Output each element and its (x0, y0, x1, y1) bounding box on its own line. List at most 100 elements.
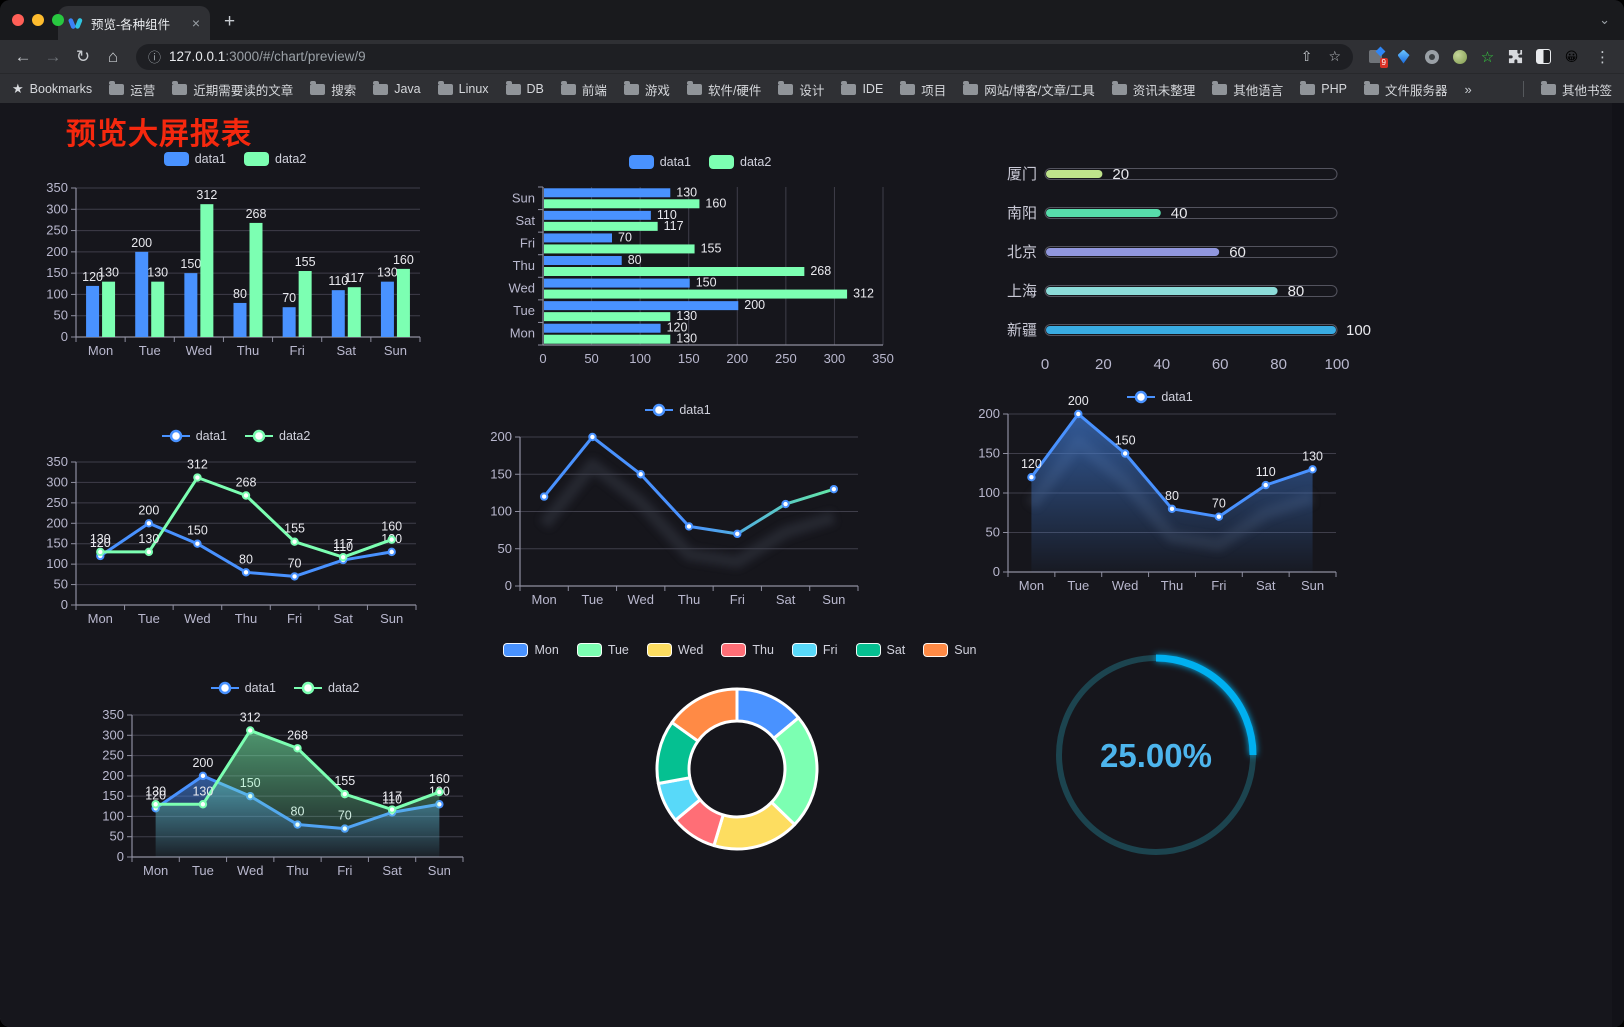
blue-area-chart: data1 0 50 100 150 200 Mon Tue Wed Thu Fri Sat Sun 12… (965, 386, 1355, 608)
active-tab[interactable]: 预览-各种组件 × (58, 6, 210, 40)
svg-text:100: 100 (102, 808, 124, 823)
url-host: 127.0.0.1 (169, 49, 226, 64)
bookmark-folder-item[interactable]: PHP (1300, 80, 1347, 99)
extension-grid-icon[interactable]: 9 (1367, 48, 1388, 68)
svg-text:Sat: Sat (776, 592, 796, 607)
bookmark-label: 前端 (581, 83, 607, 98)
other-bookmarks-folder[interactable]: 其他书签 (1540, 80, 1612, 99)
scrollbar-track[interactable] (1612, 103, 1624, 1027)
bookmark-folder-item[interactable]: 文件服务器 (1363, 80, 1447, 99)
legend-item[interactable]: Thu (721, 643, 774, 657)
svg-text:Wed: Wed (237, 863, 264, 878)
url-text[interactable]: 127.0.0.1:3000/#/chart/preview/9 (169, 49, 1285, 64)
legend-item[interactable]: Tue (576, 643, 629, 657)
svg-text:Sun: Sun (512, 190, 535, 205)
legend-item[interactable]: data1 (163, 152, 226, 166)
back-button[interactable]: ← (14, 46, 32, 66)
svg-text:Tue: Tue (139, 343, 161, 358)
svg-text:100: 100 (1324, 356, 1349, 373)
svg-text:0: 0 (61, 597, 68, 612)
extension-green-star-icon[interactable]: ☆ (1480, 48, 1495, 66)
bookmark-folder-item[interactable]: 软件/硬件 (686, 80, 761, 99)
bookmark-folder-item[interactable]: 搜索 (310, 80, 356, 99)
bookmark-folder-item[interactable]: 项目 (900, 80, 946, 99)
svg-text:200: 200 (1068, 394, 1089, 408)
bookmark-folder-item[interactable]: 前端 (560, 80, 607, 99)
legend-item[interactable]: Fri (791, 643, 838, 657)
svg-text:70: 70 (282, 291, 296, 305)
svg-text:120: 120 (82, 270, 103, 284)
home-button[interactable]: ⌂ (107, 46, 119, 66)
bookmark-folder-item[interactable]: 网站/博客/文章/工具 (963, 80, 1095, 99)
extension-dark-mode-icon[interactable] (1535, 48, 1552, 65)
extensions-puzzle-icon[interactable] (1507, 48, 1524, 65)
close-window-button[interactable] (12, 14, 24, 26)
extension-green-circle-icon[interactable] (1451, 48, 1468, 65)
svg-text:Sun: Sun (822, 592, 845, 607)
bookmark-folder-item[interactable]: 其他语言 (1212, 80, 1283, 99)
svg-text:312: 312 (196, 188, 217, 202)
legend-item[interactable]: data2 (245, 429, 310, 443)
svg-text:Fri: Fri (730, 592, 745, 607)
bookmark-folder-item[interactable]: IDE (841, 80, 883, 99)
legend-item[interactable]: data1 (1127, 390, 1193, 404)
bookmark-folder-item[interactable]: Linux (437, 80, 489, 99)
svg-text:Sat: Sat (515, 213, 535, 228)
minimize-window-button[interactable] (32, 14, 44, 26)
extension-gray-circle-icon[interactable] (1423, 48, 1440, 65)
svg-text:155: 155 (284, 522, 305, 536)
legend-item[interactable]: data1 (645, 403, 711, 417)
legend-item[interactable]: data1 (161, 429, 227, 443)
legend-item[interactable]: data1 (628, 155, 691, 169)
share-icon[interactable]: ⇧ (1300, 48, 1313, 64)
browser-menu-icon[interactable]: ⋮ (1595, 48, 1610, 66)
folder-icon (623, 80, 639, 95)
legend-label: Wed (677, 643, 704, 657)
legend-item[interactable]: Sat (855, 643, 905, 657)
svg-text:300: 300 (824, 351, 846, 366)
tab-search-chevron-icon[interactable]: ⌄ (1599, 12, 1610, 27)
bookmark-folder-item[interactable]: Java (373, 80, 421, 99)
extension-kite-icon[interactable] (1395, 48, 1412, 65)
svg-text:Sun: Sun (380, 611, 403, 626)
svg-text:50: 50 (986, 525, 1000, 540)
grouped-bar-plot: 0 50 100 150 200 250 300 350 Mon Tue Wed Thu Fri Sat S… (46, 180, 421, 358)
new-tab-button[interactable]: + (224, 11, 236, 32)
bookmark-folder-item[interactable]: DB (505, 80, 544, 99)
svg-text:Tue: Tue (513, 303, 535, 318)
forward-button[interactable]: → (44, 46, 62, 66)
chart-legend: data1 data2 (40, 425, 432, 447)
legend-item[interactable]: data2 (294, 681, 359, 695)
legend-item[interactable]: data2 (244, 152, 306, 166)
tab-close-icon[interactable]: × (191, 15, 200, 31)
bookmark-folder-item[interactable]: 游戏 (623, 80, 670, 99)
svg-text:120: 120 (667, 321, 688, 335)
svg-text:Sat: Sat (1256, 578, 1276, 593)
bookmark-star-icon[interactable]: ☆ (1328, 48, 1341, 64)
address-bar[interactable]: ⓘ 127.0.0.1:3000/#/chart/preview/9 ⇧ ☆ (136, 43, 1353, 70)
site-info-icon[interactable]: ⓘ (148, 50, 162, 65)
reload-button[interactable]: ↻ (75, 46, 91, 66)
bookmark-label: IDE (862, 82, 884, 96)
svg-text:150: 150 (696, 276, 717, 290)
bookmarks-root[interactable]: ★ Bookmarks (12, 81, 92, 97)
legend-item[interactable]: Mon (503, 643, 559, 657)
bookmark-folder-item[interactable]: 资讯未整理 (1111, 80, 1196, 99)
bookmarks-overflow-chevron[interactable]: » (1464, 81, 1472, 97)
two-line-plot: 0 50 100 150 200 250 300 350 Mon Tue Wed Thu Fri Sat S… (46, 454, 417, 626)
bookmark-folder-item[interactable]: 近期需要读的文章 (172, 80, 293, 99)
bookmark-folder-item[interactable]: 运营 (109, 80, 155, 99)
legend-label: data1 (244, 681, 276, 695)
svg-text:312: 312 (187, 458, 208, 472)
bookmark-label: 资讯未整理 (1132, 83, 1196, 98)
svg-text:50: 50 (110, 829, 124, 844)
legend-item[interactable]: data1 (210, 681, 276, 695)
legend-item[interactable]: data2 (709, 155, 771, 169)
maximize-window-button[interactable] (52, 14, 64, 26)
legend-item[interactable]: Wed (646, 643, 704, 657)
legend-item[interactable]: Sun (923, 643, 977, 657)
extension-emoji-icon[interactable]: 😀 (1564, 48, 1579, 64)
bookmark-folder-item[interactable]: 设计 (778, 80, 824, 99)
bookmark-label: DB (526, 82, 544, 96)
svg-text:160: 160 (429, 772, 450, 786)
